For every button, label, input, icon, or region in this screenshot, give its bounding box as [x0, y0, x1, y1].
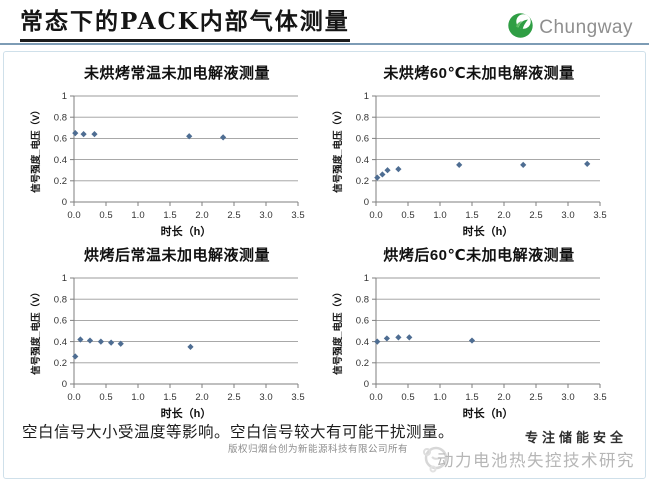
svg-text:2.0: 2.0: [195, 210, 208, 221]
svg-text:时长（h）: 时长（h）: [463, 224, 514, 238]
svg-text:0.0: 0.0: [369, 210, 382, 221]
svg-text:0.6: 0.6: [54, 316, 67, 327]
scatter-plot: 0 0.2 0.4 0.6 0.8 1 0.0 0.5 1.0 1.5 2.0 2.5 3.0 3.5 时长…: [30, 273, 305, 420]
svg-text:0.5: 0.5: [401, 210, 414, 221]
svg-text:0.4: 0.4: [356, 155, 369, 166]
content-panel: [3, 51, 646, 479]
svg-text:1.0: 1.0: [433, 210, 446, 221]
svg-text:0.5: 0.5: [401, 392, 414, 403]
svg-text:0.2: 0.2: [356, 358, 369, 369]
svg-text:3.5: 3.5: [291, 210, 304, 221]
svg-text:时长（h）: 时长（h）: [161, 406, 212, 420]
slogan-text: 专注储能安全: [524, 431, 627, 446]
svg-text:1: 1: [62, 91, 67, 102]
svg-text:0: 0: [62, 197, 67, 208]
svg-text:2.5: 2.5: [227, 210, 240, 221]
svg-text:1.0: 1.0: [433, 392, 446, 403]
svg-text:0.8: 0.8: [54, 112, 67, 123]
svg-text:3.0: 3.0: [259, 210, 272, 221]
svg-text:信号强度_电压（V）: 信号强度_电压（V）: [30, 105, 42, 193]
watermark-text: 动力电池热失控技术研究: [437, 452, 635, 470]
svg-text:0.4: 0.4: [54, 337, 67, 348]
svg-text:3.0: 3.0: [561, 392, 574, 403]
chart-baked-60c: 烘烤后60℃未加电解液测量 0 0.2 0.4 0.6 0.8 1 0.0 0.5 1.0 1.5…: [328, 246, 630, 424]
svg-text:0: 0: [364, 379, 369, 390]
svg-text:0.8: 0.8: [356, 112, 369, 123]
chart-title: 烘烤后60℃未加电解液测量: [383, 247, 575, 264]
chart-unbaked-60c: 未烘烤60℃未加电解液测量 0 0.2 0.4 0.6 0.8 1 0.0 0.5 1.0 1.5…: [328, 64, 630, 242]
svg-text:3.5: 3.5: [291, 392, 304, 403]
svg-text:1.5: 1.5: [163, 210, 176, 221]
chungway-logo-icon: [507, 12, 534, 44]
svg-text:1.0: 1.0: [131, 392, 144, 403]
header-divider: [0, 43, 649, 45]
scatter-plot: 0 0.2 0.4 0.6 0.8 1 0.0 0.5 1.0 1.5 2.0 2.5 3.0 3.5 时长…: [332, 91, 607, 238]
svg-text:3.5: 3.5: [593, 392, 606, 403]
svg-text:0.0: 0.0: [67, 210, 80, 221]
logo-wordmark: Chungway: [539, 17, 633, 38]
svg-text:2.5: 2.5: [529, 210, 542, 221]
chart-title: 未烘烤常温未加电解液测量: [83, 65, 270, 82]
svg-text:2.0: 2.0: [497, 210, 510, 221]
svg-text:1.5: 1.5: [465, 210, 478, 221]
svg-text:2.0: 2.0: [195, 392, 208, 403]
conclusion-note: 空白信号大小受温度等影响。空白信号较大有可能干扰测量。: [22, 424, 455, 441]
svg-text:0: 0: [62, 379, 67, 390]
svg-text:0.2: 0.2: [54, 176, 67, 187]
svg-text:3.5: 3.5: [593, 210, 606, 221]
scatter-plot: 0 0.2 0.4 0.6 0.8 1 0.0 0.5 1.0 1.5 2.0 2.5 3.0 3.5 时长…: [332, 273, 607, 420]
svg-text:3.0: 3.0: [561, 210, 574, 221]
svg-text:2.5: 2.5: [227, 392, 240, 403]
svg-text:0.8: 0.8: [356, 294, 369, 305]
svg-text:信号强度_电压（V）: 信号强度_电压（V）: [30, 287, 42, 375]
svg-text:0.6: 0.6: [356, 316, 369, 327]
svg-text:时长（h）: 时长（h）: [161, 224, 212, 238]
svg-text:0.5: 0.5: [99, 392, 112, 403]
copyright-text: 版权归烟台创为新能源科技有限公司所有: [228, 444, 409, 455]
svg-text:0.5: 0.5: [99, 210, 112, 221]
svg-text:1.5: 1.5: [163, 392, 176, 403]
logo: Chungway: [507, 12, 633, 44]
svg-text:1: 1: [364, 91, 369, 102]
svg-text:0.8: 0.8: [54, 294, 67, 305]
svg-text:1.5: 1.5: [465, 392, 478, 403]
svg-text:0.6: 0.6: [54, 134, 67, 145]
svg-text:0.4: 0.4: [356, 337, 369, 348]
svg-text:1: 1: [364, 273, 369, 284]
svg-text:0.0: 0.0: [369, 392, 382, 403]
svg-text:3.0: 3.0: [259, 392, 272, 403]
svg-text:信号强度_电压（V）: 信号强度_电压（V）: [332, 287, 344, 375]
chart-title: 未烘烤60℃未加电解液测量: [383, 65, 575, 82]
chart-baked-room-temp: 烘烤后常温未加电解液测量 0 0.2 0.4 0.6 0.8 1 0.0 0.5 1.0 1.5 2…: [26, 246, 328, 424]
svg-text:时长（h）: 时长（h）: [463, 406, 514, 420]
svg-text:信号强度_电压（V）: 信号强度_电压（V）: [332, 105, 344, 193]
chart-unbaked-room-temp: 未烘烤常温未加电解液测量 0 0.2 0.4 0.6 0.8 1 0.0 0.5 1.0 1.5 2…: [26, 64, 328, 242]
svg-text:0.2: 0.2: [54, 358, 67, 369]
svg-text:1.0: 1.0: [131, 210, 144, 221]
svg-text:1: 1: [62, 273, 67, 284]
svg-text:0.6: 0.6: [356, 134, 369, 145]
svg-text:2.5: 2.5: [529, 392, 542, 403]
scatter-plot: 0 0.2 0.4 0.6 0.8 1 0.0 0.5 1.0 1.5 2.0 2.5 3.0 3.5 时长…: [30, 91, 305, 238]
page-title: 常态下的PACK内部气体测量: [20, 8, 350, 42]
svg-text:0.4: 0.4: [54, 155, 67, 166]
svg-text:0: 0: [364, 197, 369, 208]
chart-title: 烘烤后常温未加电解液测量: [83, 247, 270, 264]
svg-text:2.0: 2.0: [497, 392, 510, 403]
panda-stamp-icon: [420, 445, 450, 478]
svg-text:0.0: 0.0: [67, 392, 80, 403]
svg-text:0.2: 0.2: [356, 176, 369, 187]
